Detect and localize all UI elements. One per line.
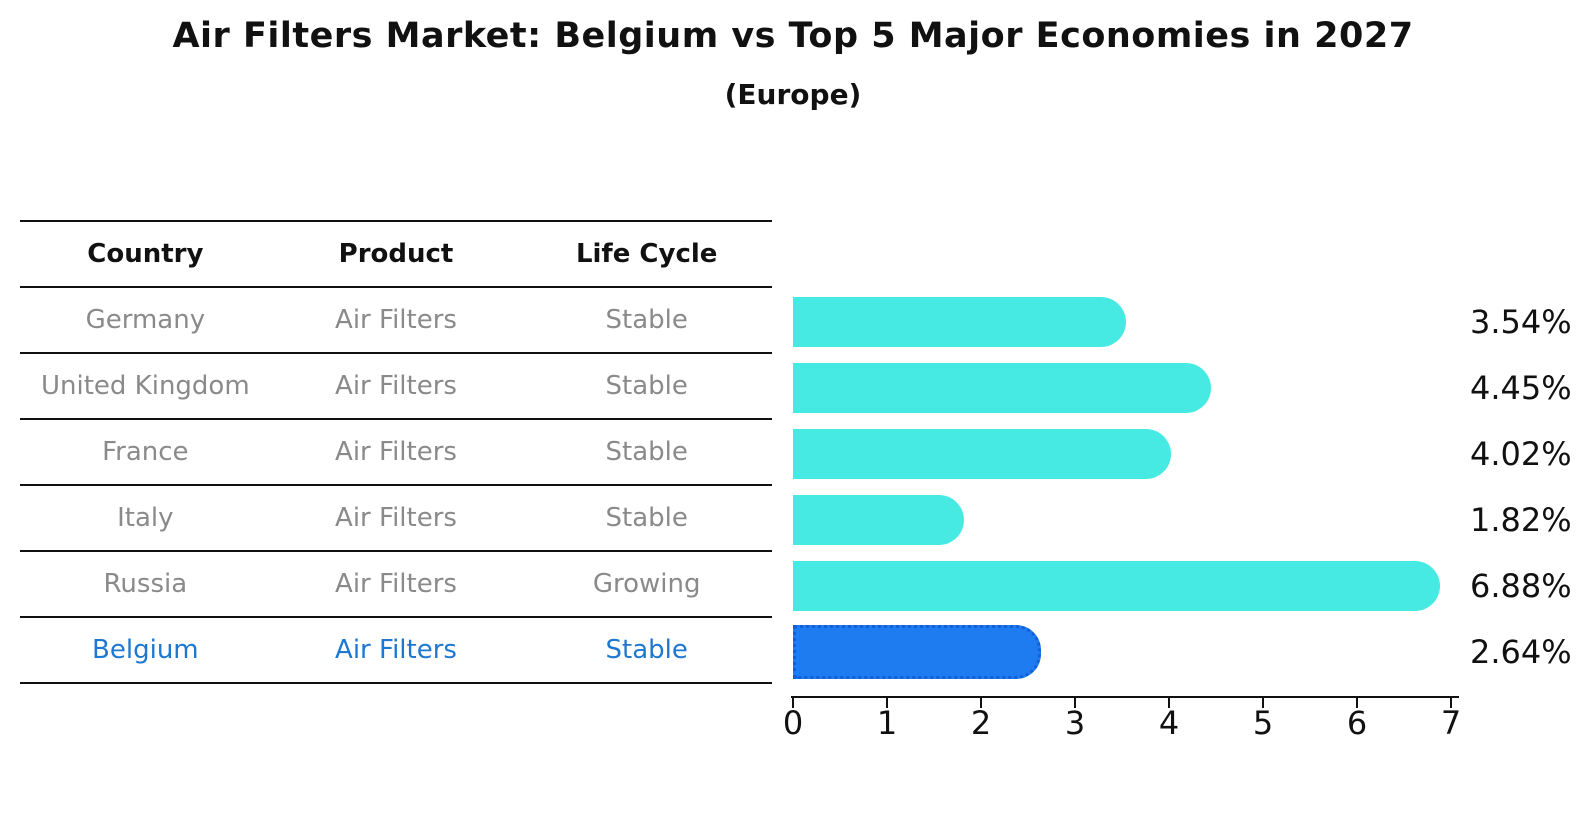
x-axis-line [791,696,1459,698]
x-axis-tick-label: 2 [970,704,992,742]
cell-product: Air Filters [335,437,457,467]
column-header-product: Product [338,239,454,269]
cell-product: Air Filters [335,635,457,665]
cell-product: Air Filters [335,305,457,335]
table-row: Germany Air Filters Stable [20,288,772,354]
x-axis-tick-label: 7 [1440,704,1462,742]
x-axis-tick [1074,698,1076,708]
table-row: Russia Air Filters Growing [20,552,772,618]
x-axis-tick [1356,698,1358,708]
value-label: 4.02% [1470,435,1572,473]
table-row: United Kingdom Air Filters Stable [20,354,772,420]
value-label: 1.82% [1470,501,1572,539]
table-header-row: Country Product Life Cycle [20,222,772,288]
x-axis-tick-label: 1 [876,704,898,742]
x-axis-tick-label: 5 [1252,704,1274,742]
cell-life-cycle: Stable [605,503,688,533]
chart-subtitle: (Europe) [724,78,862,111]
column-header-country: Country [87,239,204,269]
x-axis-tick [1168,698,1170,708]
bar-russia [793,561,1440,611]
x-axis-tick [886,698,888,708]
country-table: Country Product Life Cycle Germany Air Fi… [20,220,772,684]
x-axis-tick [792,698,794,708]
x-axis-tick [1450,698,1452,708]
value-label: 3.54% [1470,303,1572,341]
x-axis-tick-label: 3 [1064,704,1086,742]
cell-life-cycle: Stable [605,371,688,401]
cell-life-cycle: Stable [605,305,688,335]
cell-product: Air Filters [335,371,457,401]
cell-life-cycle: Stable [605,635,688,665]
cell-life-cycle: Stable [605,437,688,467]
cell-country: Germany [85,305,206,335]
x-axis-tick [980,698,982,708]
table-body: Germany Air Filters Stable United Kingdom Ai… [20,288,772,684]
value-label: 6.88% [1470,567,1572,605]
bar-united-kingdom [793,363,1211,413]
cell-life-cycle: Growing [592,569,701,599]
bar-germany [793,297,1126,347]
x-axis-tick-label: 0 [782,704,804,742]
chart-title: Air Filters Market: Belgium vs Top 5 Maj… [172,16,1414,56]
cell-country: Italy [117,503,174,533]
cell-product: Air Filters [335,569,457,599]
cell-product: Air Filters [335,503,457,533]
table-row: Italy Air Filters Stable [20,486,772,552]
bar-highlight-belgium [793,625,1041,679]
table-row: Belgium Air Filters Stable [20,618,772,684]
value-label: 2.64% [1470,633,1572,671]
bar-italy [793,495,964,545]
cell-country: Russia [103,569,188,599]
x-axis-tick-label: 4 [1158,704,1180,742]
cell-country: Belgium [92,635,199,665]
cell-country: United Kingdom [40,371,250,401]
bar-france [793,429,1171,479]
cell-country: France [102,437,189,467]
x-axis-tick [1262,698,1264,708]
value-label: 4.45% [1470,369,1572,407]
column-header-lifecycle: Life Cycle [575,239,718,269]
x-axis-tick-label: 6 [1346,704,1368,742]
table-row: France Air Filters Stable [20,420,772,486]
